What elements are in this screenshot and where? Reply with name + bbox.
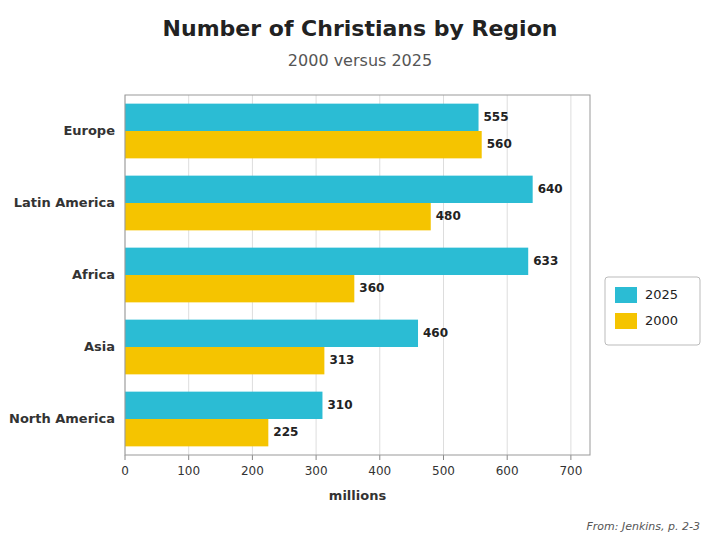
grid — [125, 95, 571, 455]
tick-label: 500 — [432, 464, 455, 478]
legend-label: 2025 — [645, 287, 678, 302]
x-axis-label: millions — [329, 488, 387, 503]
category-label: Africa — [72, 267, 115, 282]
bar — [125, 419, 268, 446]
data-label: 225 — [273, 425, 298, 439]
data-label: 360 — [359, 281, 384, 295]
data-label: 633 — [533, 254, 558, 268]
bar — [125, 176, 533, 203]
tick-label: 100 — [177, 464, 200, 478]
chart-container: Number of Christians by Region 2000 versu… — [0, 0, 720, 540]
bar — [125, 203, 431, 230]
subtitle: 2000 versus 2025 — [288, 51, 432, 70]
tick-label: 600 — [496, 464, 519, 478]
tick-mark — [379, 455, 380, 460]
category-label: Latin America — [14, 195, 115, 210]
data-label: 560 — [487, 137, 512, 151]
tick-label: 200 — [241, 464, 264, 478]
data-label: 313 — [329, 353, 354, 367]
page: {"chart_data": {"type": "bar", "orientat… — [0, 0, 720, 540]
bar — [125, 347, 324, 374]
tick-mark — [316, 455, 317, 460]
bar — [125, 248, 528, 275]
category-label: Asia — [84, 339, 115, 354]
tick-mark — [570, 455, 571, 460]
background — [0, 0, 720, 540]
data-label: 555 — [484, 110, 509, 124]
tick-label: 0 — [121, 464, 129, 478]
legend-swatch — [615, 313, 637, 329]
plot-frame — [125, 95, 590, 455]
tick-mark — [443, 455, 444, 460]
tick-mark — [125, 455, 126, 460]
annotation: From: Jenkins, p. 2-3 — [586, 520, 700, 533]
chart-svg: Number of Christians by Region 2000 versu… — [0, 0, 720, 540]
tick-mark — [188, 455, 189, 460]
bar — [125, 104, 479, 131]
tick-label: 700 — [559, 464, 582, 478]
tick-mark — [507, 455, 508, 460]
bar — [125, 275, 354, 302]
tick-label: 300 — [305, 464, 328, 478]
data-label: 460 — [423, 326, 448, 340]
category-label: North America — [9, 411, 115, 426]
tick-mark — [252, 455, 253, 460]
tick-label: 400 — [368, 464, 391, 478]
legend: 2025 2000 — [605, 277, 700, 345]
data-label: 640 — [538, 182, 563, 196]
bar — [125, 392, 322, 419]
data-labels: 555 560 640 480 633 360 460 313 310 225 — [273, 110, 562, 439]
legend-frame — [605, 277, 700, 345]
grid-line — [570, 95, 571, 455]
bars — [125, 104, 533, 447]
data-label: 480 — [436, 209, 461, 223]
bar — [125, 131, 482, 158]
title: Number of Christians by Region — [163, 16, 558, 41]
bar — [125, 320, 418, 347]
legend-label: 2000 — [645, 313, 678, 328]
category-label: Europe — [63, 123, 115, 138]
legend-swatch — [615, 287, 637, 303]
data-label: 310 — [327, 398, 352, 412]
